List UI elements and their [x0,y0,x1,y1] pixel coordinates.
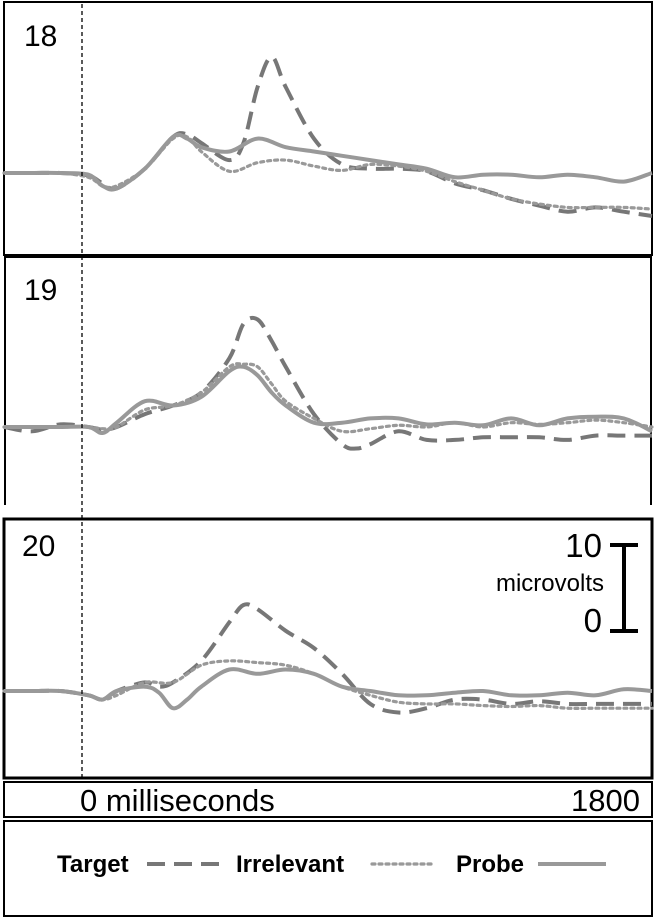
scale-bottom-label: 0 [584,602,602,639]
time-axis-frame [3,781,653,818]
tick-label-0: 0 milliseconds [80,783,275,818]
legend-label-target: Target [57,851,129,878]
panel-18-target-line [4,54,653,218]
panel-18: 18 [2,1,654,256]
panel-18-irrelevant-line [2,133,654,211]
time-axis: 0 milliseconds 1800 [3,781,653,818]
panel-19-target-line [3,315,652,451]
panel-20-frame [2,517,654,780]
panel-20-label: 20 [22,530,55,563]
panel-19-probe-line [4,364,653,436]
legend-frame [3,820,653,917]
panel-20-target-line [4,602,652,715]
legend-label-irrelevant: Irrelevant [236,851,344,878]
panel-18-probe-line [4,132,653,192]
panel-19-label: 19 [24,274,57,307]
scale-bar: 10 microvolts 0 [496,527,638,639]
panel-19: 19 [2,256,654,505]
panel-20: 20 10 microvolts 0 [2,517,654,780]
legend: Target Irrelevant Probe [3,820,653,917]
scale-unit-label: microvolts [496,570,604,597]
scale-top-label: 10 [565,527,602,564]
panel-18-frame [3,1,653,256]
panel-18-label: 18 [24,20,57,53]
tick-label-1800: 1800 [571,783,640,818]
panel-20-probe-line [4,667,653,711]
legend-label-probe: Probe [456,851,524,878]
